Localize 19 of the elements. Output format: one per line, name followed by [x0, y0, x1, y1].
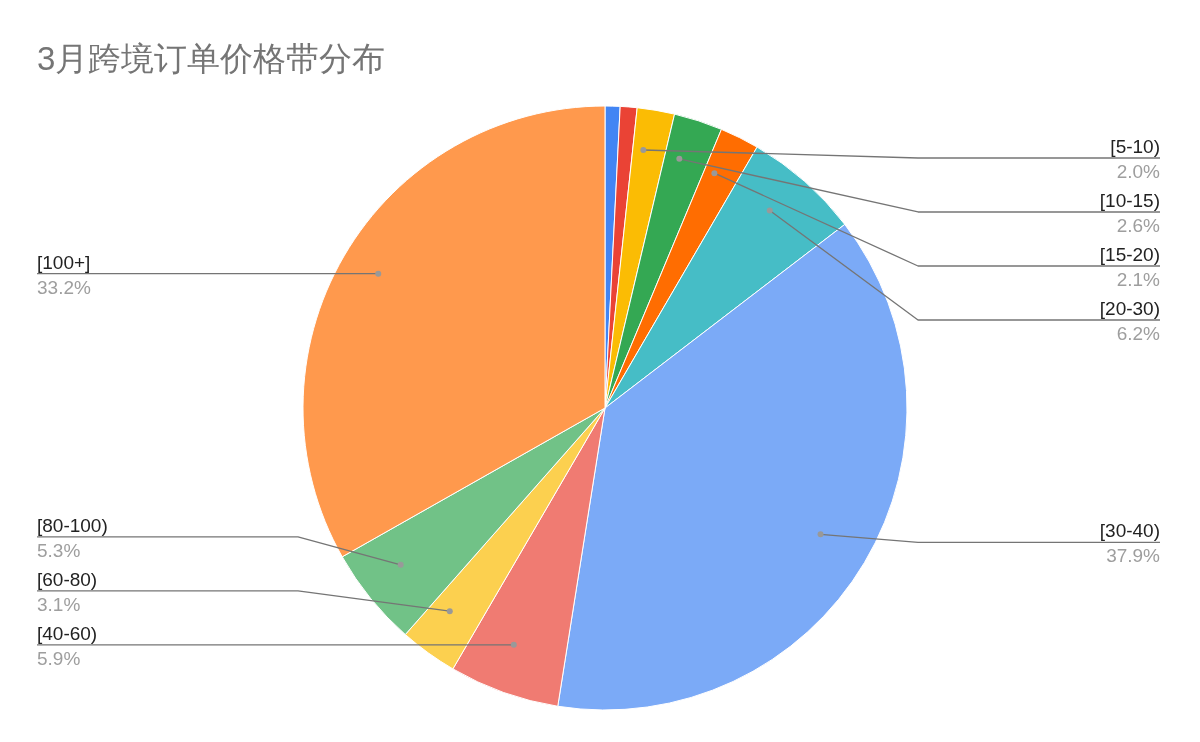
slice-label: [5-10)	[1110, 135, 1160, 157]
data-label: 2.0%	[1116, 160, 1161, 182]
slice-label: [20-30)	[1099, 297, 1160, 319]
slice-label: [10-15)	[1099, 189, 1160, 211]
slice-label: [15-20)	[1099, 243, 1160, 265]
data-label: 3.1%	[37, 593, 81, 615]
data-label: 5.3%	[37, 539, 81, 561]
slice-label: [30-40)	[1099, 520, 1160, 542]
data-label: 2.6%	[1116, 214, 1161, 236]
data-label: 2.1%	[1116, 268, 1161, 290]
data-label: 6.2%	[1116, 322, 1161, 344]
data-label: 5.9%	[37, 647, 81, 669]
chart-title: 3月跨境订单价格带分布	[37, 40, 386, 77]
slice-label: [80-100)	[37, 514, 108, 536]
slice-label: [100+]	[37, 251, 91, 273]
data-label: 33.2%	[37, 276, 91, 298]
data-label: 37.9%	[1106, 545, 1161, 567]
slice-label: [40-60)	[37, 622, 98, 644]
slice-label: [60-80)	[37, 568, 98, 590]
